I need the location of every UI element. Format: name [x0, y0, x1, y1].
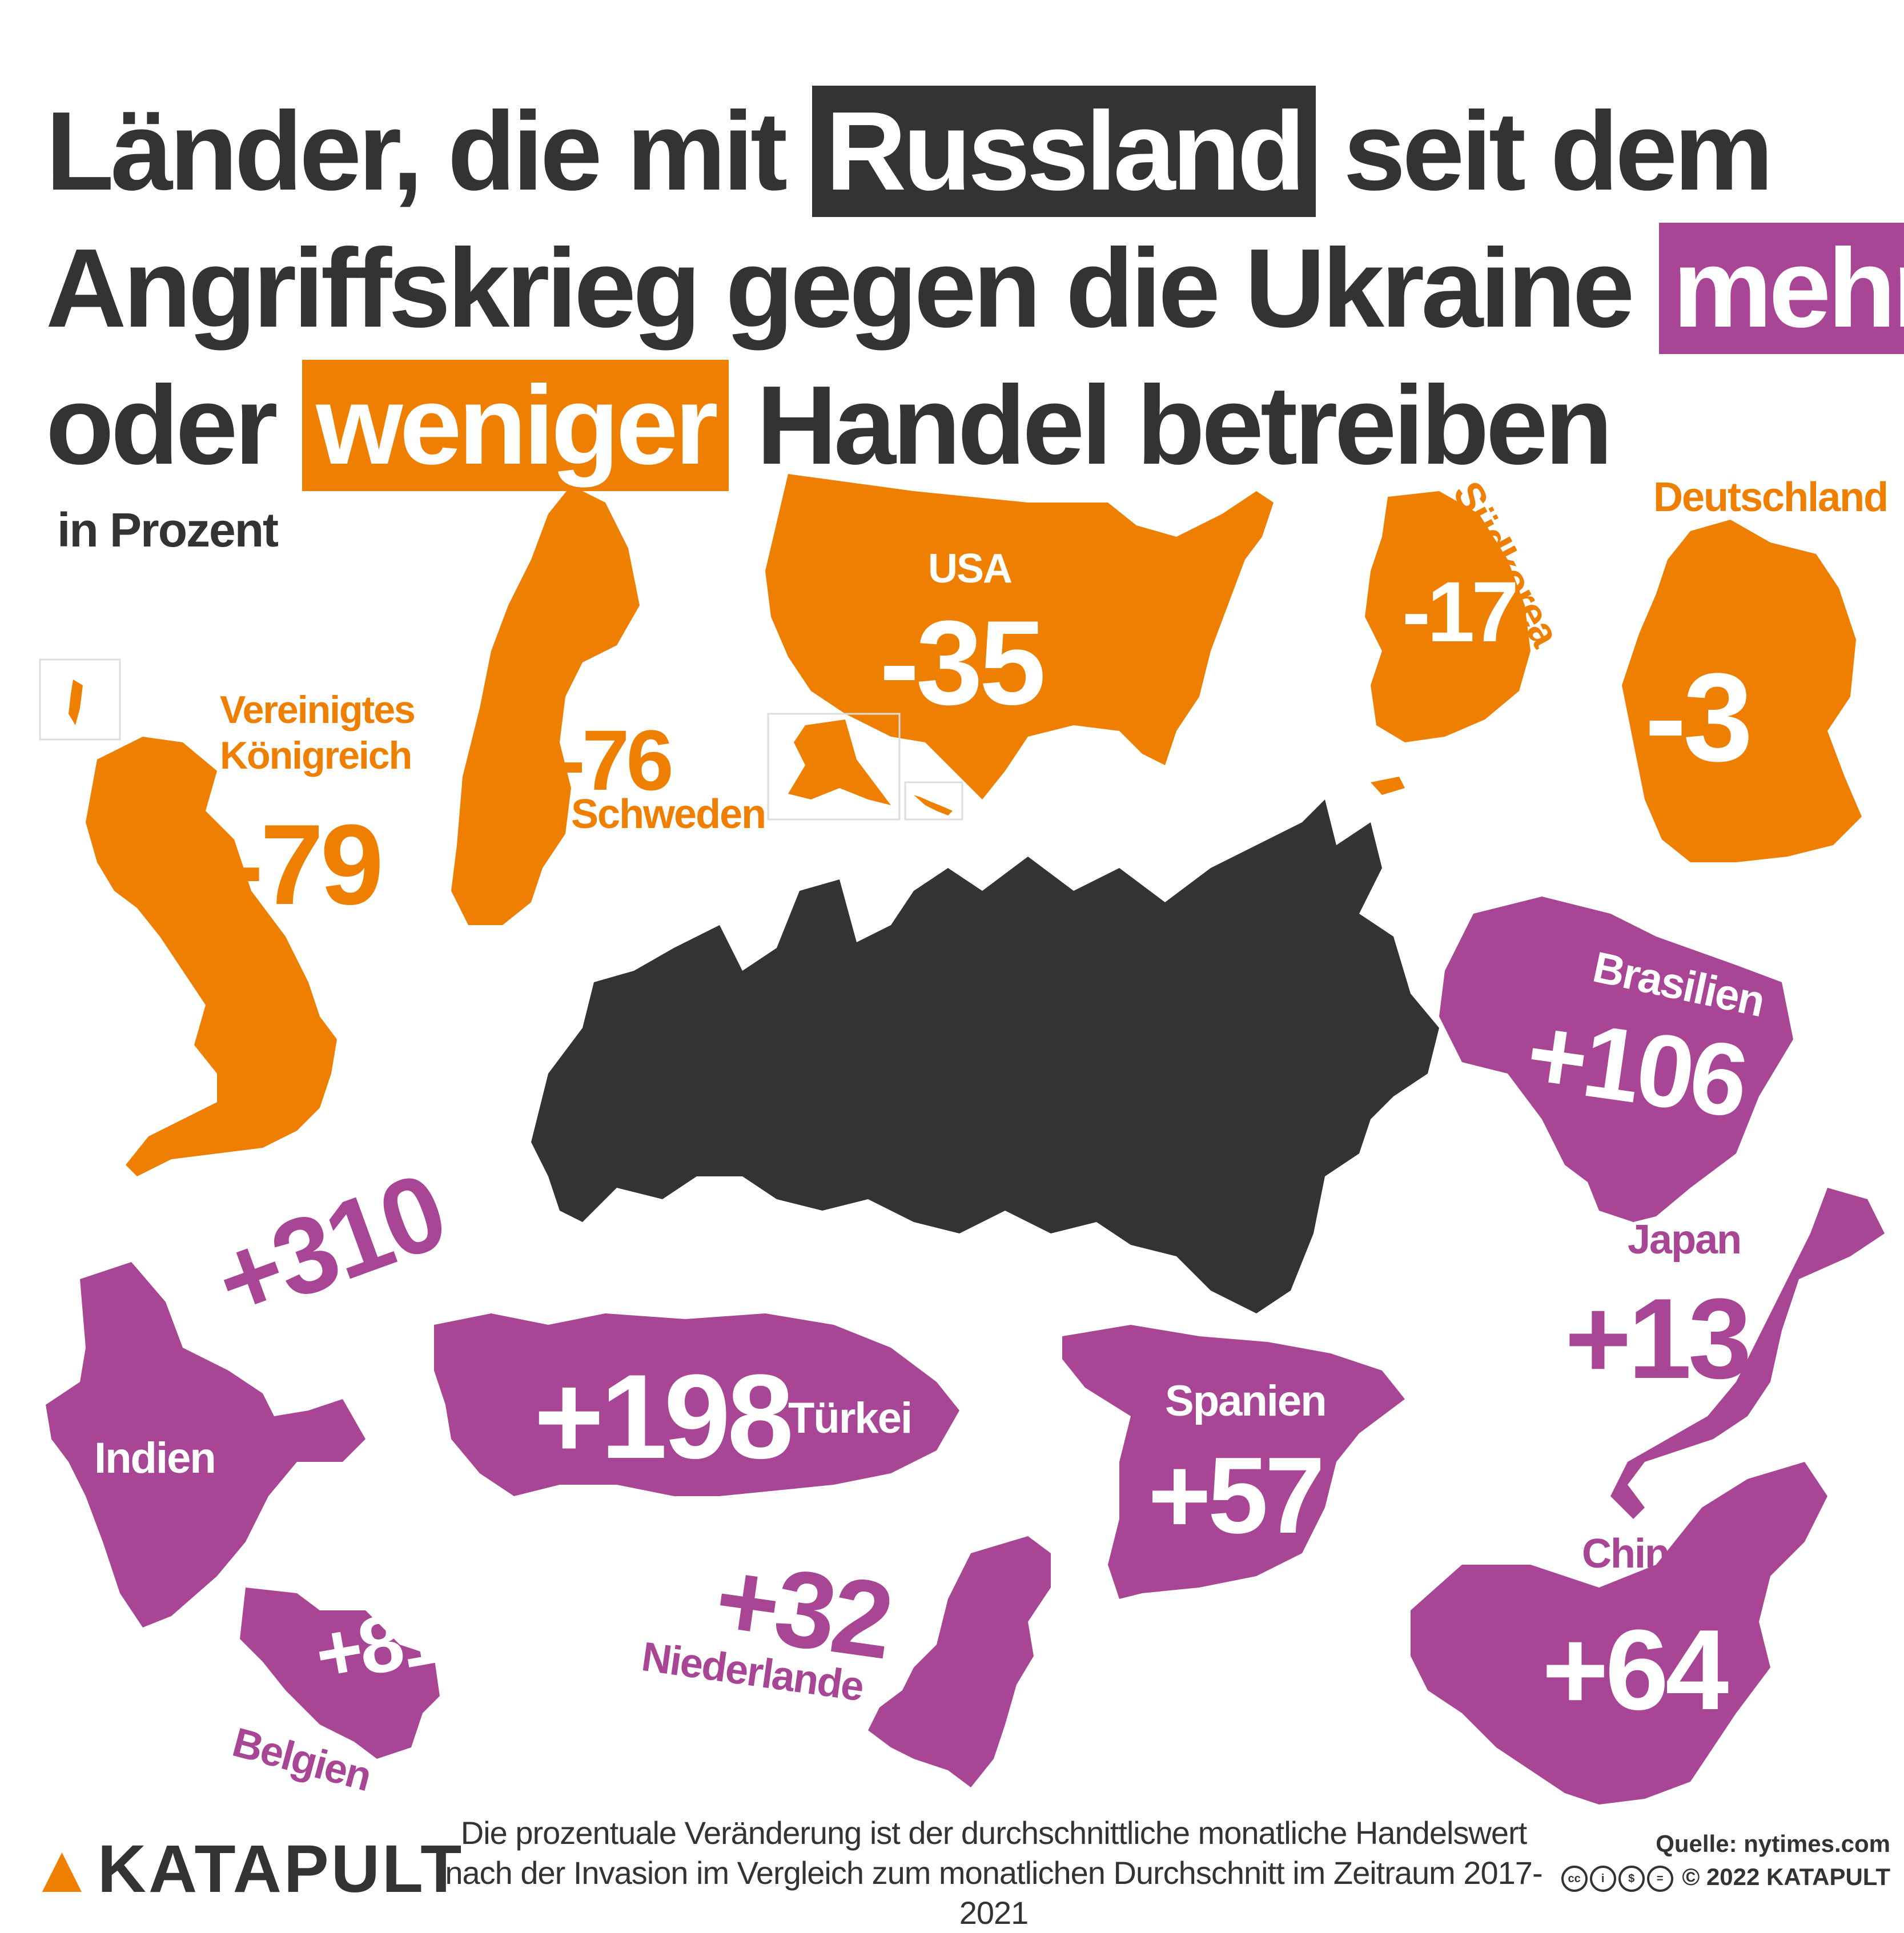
- label-china: China: [1582, 1531, 1692, 1577]
- value-spain: +57: [1148, 1435, 1325, 1556]
- india-shape: [46, 1262, 365, 1627]
- title-text: Handel betreiben: [756, 363, 1613, 488]
- title-text: seit dem: [1343, 89, 1773, 214]
- by-icon: i: [1589, 1865, 1616, 1892]
- title-highlight-weniger: weniger: [302, 360, 729, 491]
- label-uk-line2: Königreich: [220, 734, 412, 777]
- nd-icon: =: [1646, 1865, 1673, 1892]
- hawaii-shape: [914, 795, 953, 815]
- cc-icon: cc: [1561, 1865, 1588, 1892]
- label-usa: USA: [928, 546, 1013, 592]
- label-india: Indien: [94, 1434, 216, 1482]
- label-spain: Spanien: [1165, 1377, 1327, 1425]
- title-highlight-russland: Russland: [812, 86, 1316, 217]
- license-row: cc i $ = © 2022 KATAPULT: [1561, 1860, 1890, 1894]
- value-uk: -79: [226, 801, 384, 929]
- jeju-shape: [1371, 777, 1405, 795]
- alaska-inset-frame: [767, 713, 901, 821]
- alaska-shape: [788, 720, 891, 805]
- usa-shape: [765, 474, 1274, 799]
- title-text: oder: [46, 363, 278, 488]
- copyright-text: © 2022 KATAPULT: [1682, 1863, 1890, 1890]
- brazil-shape: [1439, 897, 1793, 1222]
- value-usa: -35: [879, 596, 1046, 730]
- value-japan: +13: [1565, 1275, 1752, 1402]
- belgium-shape: [240, 1588, 440, 1759]
- title-text: Angriffskrieg gegen die Ukraine: [46, 226, 1634, 351]
- russia-shape: [531, 799, 1439, 1313]
- uk-shetland-shape: [69, 680, 83, 725]
- source-block: Quelle: nytimes.com cc i $ = © 2022 KATAPUL…: [1561, 1827, 1890, 1894]
- turkey-shape: [434, 1313, 959, 1496]
- japan-shape: [1610, 1188, 1885, 1519]
- spain-shape: [1062, 1325, 1405, 1599]
- germany-shape: [1622, 520, 1862, 862]
- label-japan: Japan: [1628, 1217, 1742, 1263]
- nc-icon: $: [1618, 1865, 1645, 1892]
- katapult-logo: ▲KATAPULT: [29, 1830, 464, 1908]
- methodology-note: Die prozentuale Veränderung ist der durc…: [434, 1813, 1553, 1933]
- sweden-shape: [451, 485, 640, 925]
- south-korea-shape: [1365, 491, 1531, 742]
- value-turkey: +198: [534, 1349, 794, 1484]
- logo-text: KATAPULT: [97, 1831, 464, 1907]
- label-germany: Deutschland: [1653, 475, 1889, 520]
- value-germany: -3: [1645, 647, 1753, 787]
- title-highlight-mehr: mehr: [1658, 223, 1904, 354]
- hawaii-inset-frame: [904, 781, 963, 821]
- title-text: Länder, die mit: [46, 89, 788, 214]
- label-turkey: Türkei: [788, 1394, 913, 1442]
- note-line-2: nach der Invasion im Vergleich zum monat…: [445, 1855, 1543, 1931]
- netherlands-shape: [868, 1536, 1051, 1787]
- value-south-korea: -17: [1402, 564, 1519, 660]
- title-line-3: oder weniger Handel betreiben: [46, 360, 1613, 491]
- note-line-1: Die prozentuale Veränderung ist der durc…: [460, 1815, 1527, 1851]
- value-china: +64: [1542, 1606, 1729, 1734]
- label-uk-line1: Vereinigtes: [220, 688, 416, 732]
- subtitle: in Prozent: [57, 503, 279, 557]
- china-shape: [1411, 1462, 1827, 1805]
- label-sweden: Schweden: [571, 791, 766, 837]
- title-line-2: Angriffskrieg gegen die Ukraine mehr: [46, 223, 1904, 354]
- uk-shape: [86, 737, 337, 1176]
- title-line-1: Länder, die mit Russland seit dem: [46, 86, 1774, 217]
- logo-flame-icon: ▲: [29, 1831, 98, 1907]
- uk-inset-frame: [39, 658, 121, 741]
- value-sweden: -76: [557, 712, 674, 808]
- source-text: Quelle: nytimes.com: [1656, 1830, 1890, 1857]
